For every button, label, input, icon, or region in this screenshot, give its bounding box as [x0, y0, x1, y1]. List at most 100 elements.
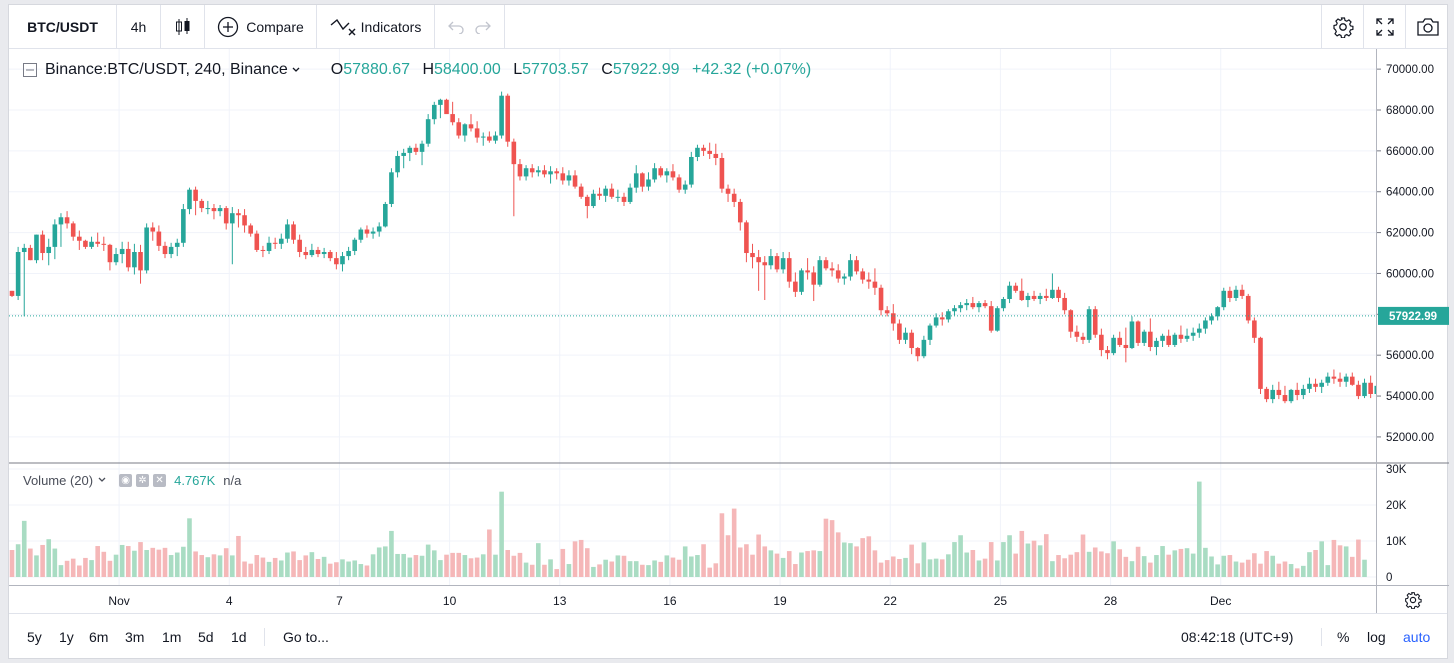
- volume-bar: [193, 551, 198, 577]
- volume-bar: [725, 535, 731, 577]
- candle: [340, 252, 345, 272]
- candle: [1343, 373, 1349, 387]
- compare-label: Compare: [246, 18, 304, 35]
- volume-bar: [52, 548, 58, 577]
- candle: [1105, 345, 1110, 360]
- close-icon[interactable]: ✕: [153, 473, 167, 487]
- legend-symbol[interactable]: Binance:BTC/USDT, 240, Binance: [45, 61, 288, 78]
- candle: [554, 168, 559, 180]
- volume-bar: [1239, 562, 1245, 577]
- candle: [327, 249, 333, 262]
- volume-bar: [554, 569, 559, 577]
- range-3m[interactable]: 3m: [125, 629, 145, 645]
- time-axis[interactable]: Nov 4 7 10 13 16 19 22 25 28 Dec: [9, 585, 1376, 613]
- indicators-button[interactable]: Indicators: [317, 5, 435, 48]
- candle: [523, 165, 529, 181]
- undo-icon[interactable]: [448, 20, 464, 34]
- gear-icon[interactable]: ✲: [136, 473, 150, 487]
- auto-toggle[interactable]: auto: [1403, 629, 1431, 645]
- candle: [958, 302, 963, 313]
- volume-bar: [1325, 565, 1331, 577]
- fullscreen-button[interactable]: [1363, 5, 1405, 48]
- range-1m[interactable]: 1m: [162, 629, 182, 645]
- snapshot-button[interactable]: [1405, 5, 1449, 48]
- volume-bar: [119, 544, 125, 577]
- candle: [1166, 329, 1171, 348]
- range-5d[interactable]: 5d: [198, 629, 214, 645]
- change-value: +42.32 (+0.07%): [692, 61, 812, 78]
- candle: [1252, 317, 1257, 343]
- range-1y[interactable]: 1y: [59, 629, 74, 645]
- candle: [1025, 292, 1031, 308]
- volume-bar: [615, 555, 621, 577]
- price-axis[interactable]: 70000.00 68000.00 66000.00 64000.00 62000.00…: [1376, 49, 1449, 585]
- candle: [756, 249, 761, 291]
- volume-bar: [1037, 545, 1043, 577]
- volume-bar: [487, 529, 492, 577]
- candle: [1099, 328, 1104, 357]
- candle: [890, 304, 896, 331]
- candle: [468, 114, 474, 132]
- candle: [725, 184, 731, 202]
- volume-bar: [952, 542, 957, 577]
- volume-ma-value: n/a: [223, 472, 242, 488]
- range-5y[interactable]: 5y: [27, 629, 42, 645]
- candle: [615, 189, 621, 202]
- redo-icon[interactable]: [475, 20, 491, 34]
- volume-bar: [493, 554, 498, 577]
- candle: [780, 252, 786, 274]
- interval-button[interactable]: 4h: [117, 5, 161, 48]
- candle: [1154, 337, 1159, 356]
- time-tick-label: 7: [336, 594, 343, 608]
- candle: [799, 268, 804, 295]
- candle: [511, 138, 517, 217]
- volume-bar: [236, 535, 241, 577]
- volume-bar: [1301, 565, 1306, 577]
- candle: [89, 236, 94, 249]
- candle: [456, 118, 462, 139]
- axis-settings-button[interactable]: [1376, 585, 1449, 613]
- candle: [444, 98, 449, 115]
- percent-toggle[interactable]: %: [1337, 629, 1350, 645]
- candle: [211, 203, 217, 220]
- candle: [278, 233, 284, 249]
- range-6m[interactable]: 6m: [89, 629, 109, 645]
- price-tick-label: 68000.00: [1386, 105, 1434, 117]
- log-toggle[interactable]: log: [1367, 629, 1386, 645]
- volume-bar: [1099, 551, 1104, 577]
- candle: [1019, 278, 1025, 302]
- range-1d[interactable]: 1d: [231, 629, 247, 645]
- collapse-icon[interactable]: [23, 63, 37, 77]
- volume-bar: [1068, 554, 1074, 577]
- symbol-label: BTC/USDT: [27, 18, 98, 35]
- chart-type-button[interactable]: [161, 5, 205, 48]
- settings-button[interactable]: [1321, 5, 1363, 48]
- clock[interactable]: 08:42:18 (UTC+9): [1181, 629, 1294, 645]
- chevron-down-icon[interactable]: [97, 476, 107, 484]
- volume-bar: [242, 561, 247, 577]
- chevron-down-icon[interactable]: [291, 66, 301, 74]
- candle: [1270, 384, 1276, 404]
- volume-bar: [1013, 553, 1018, 577]
- compare-button[interactable]: Compare: [205, 5, 317, 48]
- symbol-button[interactable]: BTC/USDT: [9, 5, 117, 48]
- candle: [952, 305, 957, 316]
- price-chart[interactable]: [9, 49, 1376, 585]
- volume-bar: [566, 564, 572, 577]
- candle: [1031, 290, 1037, 302]
- candle: [174, 238, 180, 257]
- goto-button[interactable]: Go to...: [283, 629, 329, 645]
- volume-bar: [744, 544, 749, 577]
- candle: [664, 168, 670, 183]
- candle: [658, 166, 664, 178]
- volume-bar: [682, 546, 688, 577]
- candle: [707, 142, 712, 160]
- volume-label[interactable]: Volume (20): [23, 472, 94, 488]
- volume-bar: [9, 550, 15, 577]
- volume-bar: [909, 544, 914, 577]
- candle: [1325, 372, 1331, 386]
- candle: [817, 256, 823, 287]
- candle: [1221, 287, 1227, 311]
- chart-window: BTC/USDT 4h Compare Indicators: [8, 4, 1449, 659]
- eye-icon[interactable]: ◉: [119, 473, 133, 487]
